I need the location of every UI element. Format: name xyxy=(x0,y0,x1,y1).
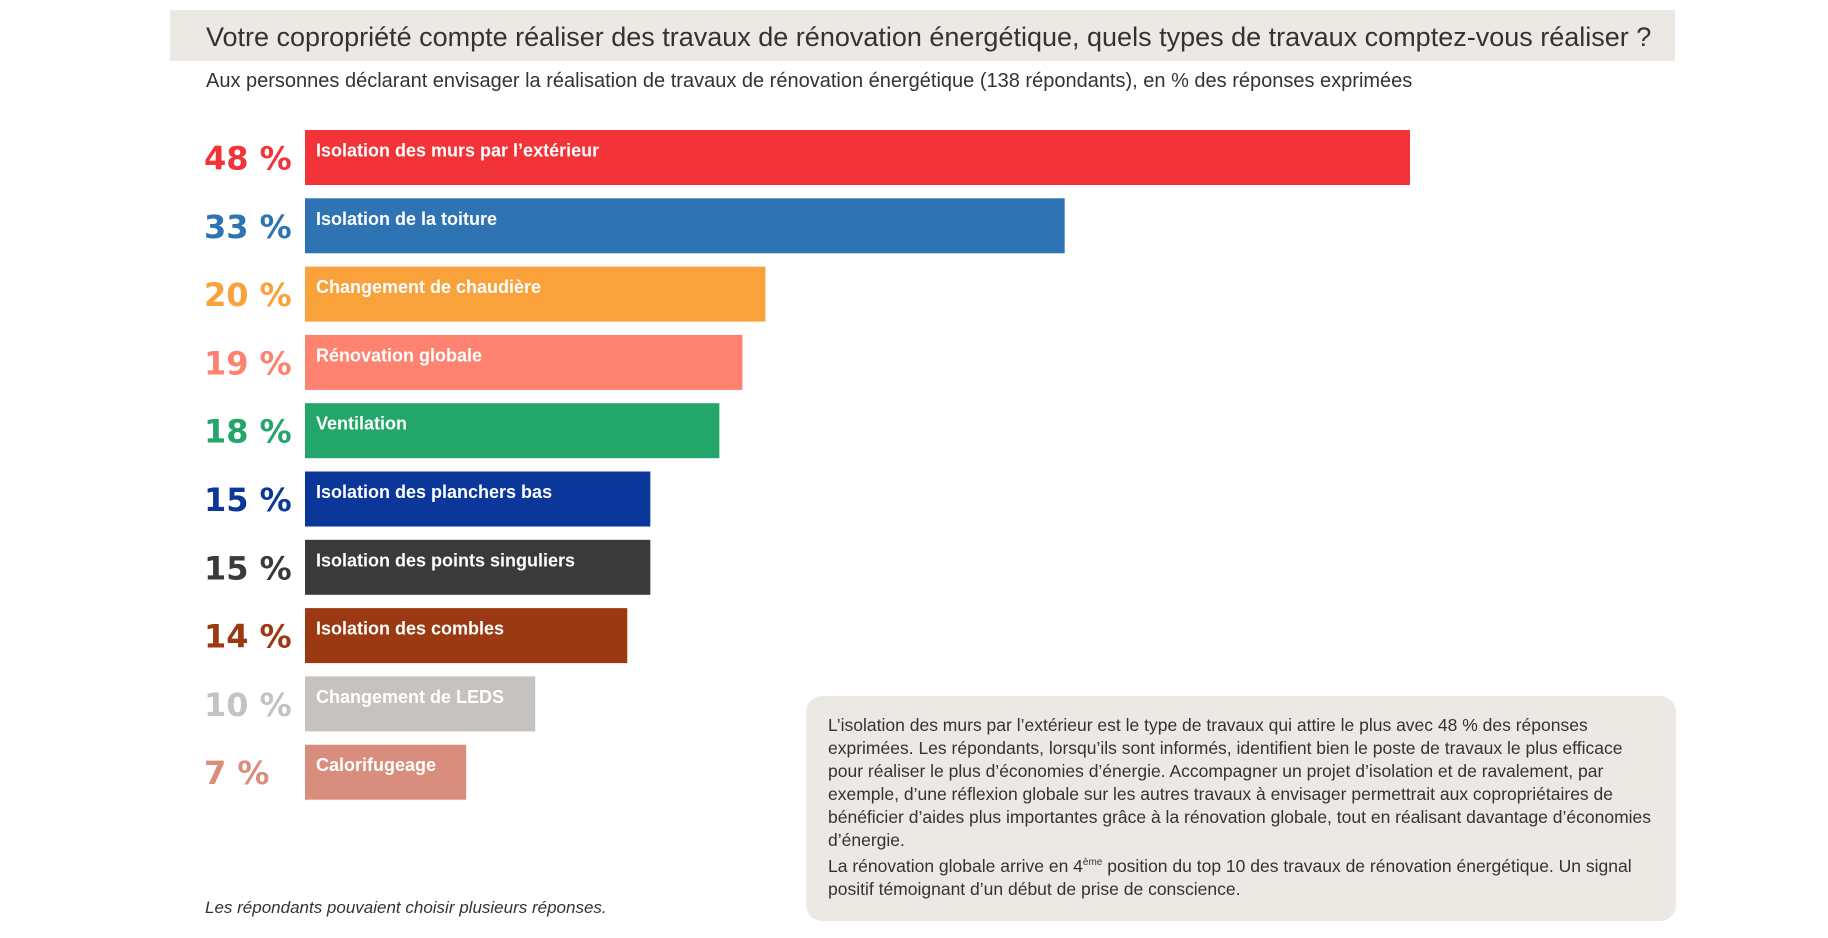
bar xyxy=(305,539,651,595)
bar xyxy=(305,744,467,800)
bar-chart: 48 % Isolation des murs par l’extérieur 33… xyxy=(190,130,1450,820)
bar xyxy=(305,130,1410,185)
value-label: 18 % xyxy=(204,413,292,451)
bar xyxy=(305,334,743,390)
footnote: Les répondants pouvaient choisir plusieu… xyxy=(205,898,607,917)
bar xyxy=(305,198,1065,254)
value-label: 14 % xyxy=(204,618,292,656)
value-label: 10 % xyxy=(204,686,292,724)
category-label: Isolation des points singuliers xyxy=(316,550,575,570)
comment-paragraph-1: L’isolation des murs par l’extérieur est… xyxy=(828,715,1652,850)
category-label: Isolation des combles xyxy=(316,619,504,639)
category-label: Isolation des murs par l’extérieur xyxy=(316,141,599,161)
bar xyxy=(305,403,720,459)
category-label: Isolation des planchers bas xyxy=(316,482,552,502)
comment-box: L’isolation des murs par l’extérieur est… xyxy=(806,696,1676,921)
bar xyxy=(305,471,651,527)
category-label: Changement de LEDS xyxy=(316,687,504,707)
category-label: Isolation de la toiture xyxy=(316,209,497,229)
page-title: Votre copropriété compte réaliser des tr… xyxy=(206,22,1652,52)
value-label: 20 % xyxy=(204,276,292,314)
bar xyxy=(305,608,628,664)
category-label: Calorifugeage xyxy=(316,755,436,775)
value-label: 7 % xyxy=(204,754,269,792)
title-band: Votre copropriété compte réaliser des tr… xyxy=(170,10,1675,61)
bar-chart-svg: 48 % Isolation des murs par l’extérieur 33… xyxy=(204,130,1410,800)
value-label: 15 % xyxy=(204,481,292,519)
comment-p2-superscript: ème xyxy=(1082,857,1103,869)
bar xyxy=(305,676,536,732)
value-label: 33 % xyxy=(204,208,292,246)
value-label: 48 % xyxy=(204,140,292,178)
bar xyxy=(305,266,766,322)
value-label: 19 % xyxy=(204,344,292,382)
category-label: Ventilation xyxy=(316,414,407,434)
value-label: 15 % xyxy=(204,549,292,587)
comment-p2-end: position du top 10 des travaux de rénova… xyxy=(828,856,1632,899)
page-subtitle: Aux personnes déclarant envisager la réa… xyxy=(206,70,1413,92)
comment-paragraph-2: La rénovation globale arrive en 4ème pos… xyxy=(828,855,1658,901)
category-label: Rénovation globale xyxy=(316,345,482,365)
comment-p2-start: La rénovation globale arrive en 4 xyxy=(828,856,1083,876)
category-label: Changement de chaudière xyxy=(316,277,541,297)
